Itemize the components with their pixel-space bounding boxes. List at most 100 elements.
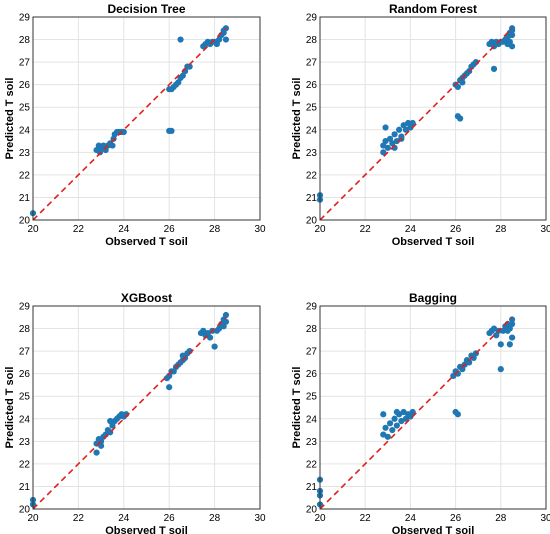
- x-tick-label: 28: [495, 224, 507, 235]
- x-tick-label: 30: [540, 513, 550, 524]
- y-tick-label: 26: [19, 369, 31, 380]
- plot-area: [320, 306, 546, 509]
- data-point: [386, 420, 394, 427]
- y-tick-label: 25: [19, 392, 31, 403]
- y-tick-label: 25: [19, 103, 31, 114]
- x-tick-label: 20: [27, 224, 39, 235]
- data-point: [186, 63, 193, 70]
- y-tick-label: 20: [306, 216, 318, 227]
- y-tick-label: 21: [19, 482, 31, 493]
- y-tick-label: 20: [19, 216, 31, 227]
- y-tick-label: 22: [19, 170, 31, 181]
- reference-line: [319, 27, 513, 221]
- plot-frame: [319, 16, 547, 221]
- y-tick-label: 29: [306, 13, 318, 24]
- x-tick-label: 22: [73, 513, 85, 524]
- data-point: [497, 366, 504, 373]
- plot-frame: [32, 305, 261, 510]
- data-point: [497, 341, 504, 348]
- y-tick-label: 24: [19, 125, 31, 136]
- y-tick-label: 23: [19, 437, 31, 448]
- data-point: [380, 411, 387, 418]
- x-axis-label: Observed T soil: [392, 525, 475, 534]
- y-tick-label: 26: [19, 80, 31, 91]
- data-point: [504, 327, 511, 334]
- y-tick-label: 27: [19, 58, 31, 69]
- y-tick-label: 21: [306, 193, 318, 204]
- data-point: [393, 408, 400, 416]
- y-tick-label: 23: [19, 148, 31, 159]
- data-point: [179, 352, 186, 359]
- plot-area: [320, 17, 546, 220]
- x-tick-label: 24: [405, 224, 417, 235]
- x-axis-label: Observed T soil: [392, 236, 475, 248]
- data-point: [508, 316, 516, 323]
- data-point: [206, 334, 214, 341]
- data-point: [409, 408, 416, 416]
- data-point: [120, 128, 127, 136]
- y-tick-label: 25: [306, 392, 318, 403]
- data-point: [98, 442, 105, 449]
- y-tick-label: 28: [19, 35, 31, 46]
- x-tick-label: 22: [360, 513, 372, 524]
- data-point: [391, 415, 398, 422]
- y-axis-label: Predicted T soil: [291, 367, 303, 449]
- chart-title: Decision Tree: [107, 2, 185, 16]
- x-tick-label: 22: [73, 224, 85, 235]
- chart-panel-2: 20 22 24 26 28 30 20 21 22 23 24 25 26 27 28 29 Random F…: [291, 2, 550, 248]
- y-tick-label: 20: [19, 505, 31, 516]
- data-point: [454, 83, 461, 91]
- x-axis-label: Observed T soil: [105, 236, 188, 248]
- data-point: [490, 65, 498, 72]
- x-tick-label: 28: [209, 513, 221, 524]
- chart-panel-4: 20 22 24 26 28 30 20 21 22 23 24 25 26 27 28 29 Bagging O…: [291, 291, 550, 534]
- y-tick-label: 26: [306, 80, 318, 91]
- data-point: [382, 124, 389, 131]
- reference-line: [319, 316, 513, 510]
- data-point: [466, 359, 473, 366]
- y-tick-label: 23: [306, 148, 318, 159]
- data-point: [211, 343, 218, 350]
- chart-title: Bagging: [409, 291, 457, 305]
- x-tick-label: 28: [209, 224, 221, 235]
- y-tick-label: 29: [19, 302, 31, 313]
- x-tick-label: 28: [495, 513, 507, 524]
- data-point: [454, 113, 461, 120]
- data-point: [506, 341, 513, 348]
- y-tick-label: 26: [306, 369, 318, 380]
- y-tick-label: 22: [19, 459, 31, 470]
- x-tick-label: 22: [360, 224, 372, 235]
- reference-line: [32, 27, 227, 221]
- y-tick-label: 24: [306, 125, 318, 136]
- plot-frame: [32, 16, 261, 221]
- data-point: [409, 119, 416, 127]
- x-tick-label: 30: [254, 224, 266, 235]
- data-point: [508, 31, 516, 39]
- x-tick-label: 20: [314, 513, 326, 524]
- y-tick-label: 27: [306, 347, 318, 358]
- plot-area: [33, 306, 260, 509]
- y-axis-label: Predicted T soil: [4, 78, 16, 160]
- y-tick-label: 24: [306, 414, 318, 425]
- reference-line: [32, 316, 227, 510]
- x-tick-label: 20: [314, 224, 326, 235]
- y-tick-label: 21: [19, 193, 31, 204]
- y-axis-label: Predicted T soil: [291, 78, 303, 160]
- data-point: [177, 36, 184, 43]
- plot-frame: [319, 305, 547, 510]
- y-axis-label: Predicted T soil: [4, 367, 16, 449]
- data-point: [508, 27, 516, 34]
- data-point: [508, 334, 516, 341]
- data-point: [166, 127, 173, 135]
- y-tick-label: 24: [19, 414, 31, 425]
- chart-title: XGBoost: [121, 291, 172, 305]
- y-tick-label: 22: [306, 459, 318, 470]
- y-tick-label: 28: [306, 324, 318, 335]
- x-tick-label: 24: [405, 513, 417, 524]
- y-tick-label: 27: [306, 58, 318, 69]
- x-tick-label: 24: [118, 224, 130, 235]
- data-point: [380, 149, 387, 156]
- data-point: [109, 142, 116, 149]
- x-tick-label: 30: [540, 224, 550, 235]
